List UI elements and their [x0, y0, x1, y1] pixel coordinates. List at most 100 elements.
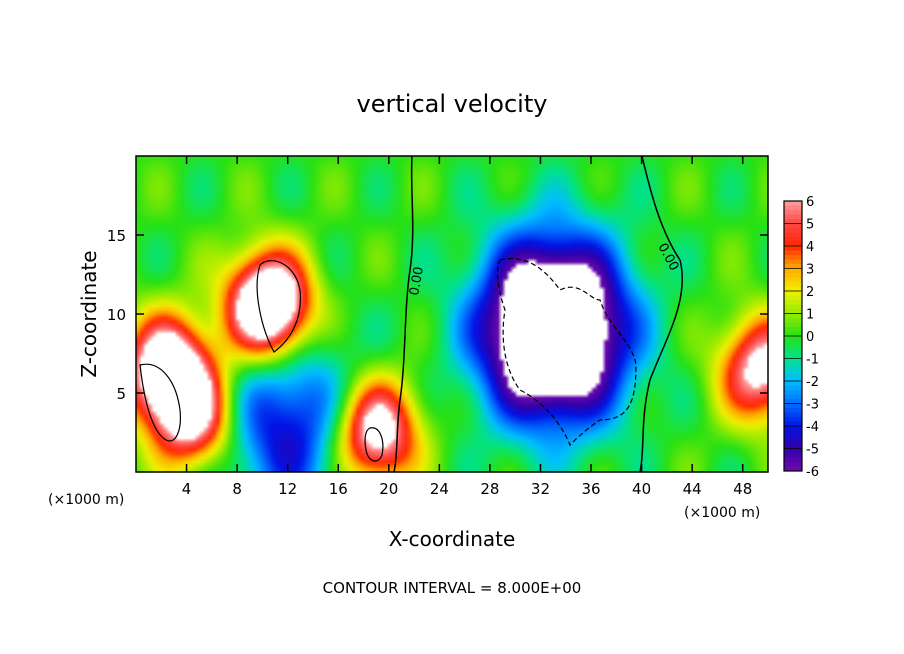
x-tick-label: 16 [329, 480, 348, 498]
colorbar-swatch [784, 282, 802, 287]
colorbar-swatch [784, 358, 802, 364]
colorbar-swatch [784, 237, 802, 242]
colorbar-swatch [784, 354, 802, 359]
colorbar-label: 5 [806, 218, 814, 233]
colorbar: 6 5 4 3 2 1 0 -1 -2 -3 -4 -5 -6 [783, 195, 819, 480]
colorbar-swatch [784, 462, 802, 467]
colorbar-swatch [784, 381, 802, 386]
y-axis: 5 10 15 [107, 227, 768, 403]
colorbar-swatch [784, 453, 802, 458]
colorbar-swatch [784, 232, 802, 238]
colorbar-swatch [784, 205, 802, 211]
x-tick-label: 4 [182, 480, 192, 498]
colorbar-swatch [784, 327, 802, 332]
x-tick-label: 36 [581, 480, 600, 498]
colorbar-label: 3 [806, 263, 814, 278]
chart-title: vertical velocity [357, 90, 548, 118]
y-axis-label: Z-coordinate [77, 250, 101, 377]
colorbar-swatch [784, 300, 802, 305]
colorbar-label: -5 [806, 443, 819, 458]
colorbar-swatch [784, 412, 802, 418]
x-unit-right: (×1000 m) [684, 505, 760, 521]
colorbar-label: 1 [806, 308, 814, 323]
colorbar-swatch [784, 444, 802, 449]
colorbar-swatch [784, 322, 802, 328]
colorbar-label: -6 [806, 465, 819, 480]
colorbar-swatch [784, 349, 802, 355]
contour-updraft [364, 427, 384, 462]
colorbar-swatch [784, 466, 802, 472]
colorbar-swatch [784, 426, 802, 431]
contour-label: 0.00 [407, 266, 427, 297]
colorbar-swatch [784, 259, 802, 265]
colorbar-swatch [784, 448, 802, 454]
colorbar-swatch [784, 421, 802, 427]
colorbar-label: 4 [806, 240, 814, 255]
colorbar-swatch [784, 376, 802, 382]
colorbar-swatch [784, 291, 802, 296]
colorbar-swatch [784, 250, 802, 256]
colorbar-swatch [784, 313, 802, 319]
colorbar-label: -2 [806, 375, 819, 390]
contour-zero-line [393, 156, 414, 472]
colorbar-swatch [784, 430, 802, 436]
colorbar-swatch [784, 241, 802, 247]
y-tick-label: 10 [107, 306, 126, 324]
x-tick-label: 44 [683, 480, 702, 498]
colorbar-swatch [784, 295, 802, 301]
colorbar-label: 2 [806, 285, 814, 300]
x-tick-label: 20 [379, 480, 398, 498]
contour-interval-note: CONTOUR INTERVAL = 8.000E+00 [323, 579, 582, 597]
colorbar-swatch [784, 435, 802, 440]
contour-updraft [256, 260, 302, 353]
colorbar-swatch [784, 340, 802, 346]
colorbar-swatch [784, 385, 802, 391]
colorbar-swatch [784, 394, 802, 400]
colorbar-swatch [784, 309, 802, 314]
colorbar-swatch [784, 372, 802, 377]
colorbar-swatch [784, 219, 802, 224]
x-unit-left: (×1000 m) [48, 492, 124, 508]
colorbar-swatch [784, 214, 802, 220]
contour-downdraft [496, 257, 637, 447]
x-tick-label: 48 [733, 480, 752, 498]
x-tick-label: 40 [632, 480, 651, 498]
colorbar-label: 6 [806, 195, 814, 210]
colorbar-label: -3 [806, 398, 819, 413]
velocity-field [136, 156, 768, 472]
colorbar-swatch [784, 268, 802, 274]
colorbar-swatch [784, 457, 802, 463]
colorbar-swatch [784, 255, 802, 260]
colorbar-label: -1 [806, 353, 819, 368]
colorbar-swatch [784, 273, 802, 278]
colorbar-swatch [784, 399, 802, 404]
colorbar-swatch [784, 345, 802, 350]
colorbar-swatch [784, 223, 802, 229]
colorbar-swatch [784, 318, 802, 323]
x-tick-label: 28 [480, 480, 499, 498]
x-tick-label: 24 [430, 480, 449, 498]
colorbar-swatch [784, 210, 802, 215]
contour-zero-line [639, 156, 684, 472]
colorbar-swatch [784, 363, 802, 368]
colorbar-swatch [784, 277, 802, 283]
colorbar-label: -4 [806, 420, 819, 435]
colorbar-swatch [784, 331, 802, 337]
x-tick-label: 8 [232, 480, 242, 498]
x-tick-label: 32 [531, 480, 550, 498]
colorbar-swatch [784, 228, 802, 233]
x-tick-label: 12 [278, 480, 297, 498]
colorbar-swatch [784, 403, 802, 409]
contour-updraft [139, 363, 181, 442]
colorbar-swatch [784, 417, 802, 422]
x-axis-label: X-coordinate [389, 527, 516, 551]
x-axis: 4 8 12 16 20 24 28 32 36 40 44 48 [182, 156, 752, 498]
colorbar-swatch [784, 264, 802, 269]
colorbar-swatch [784, 336, 802, 341]
colorbar-swatch [784, 201, 802, 206]
colorbar-swatch [784, 304, 802, 310]
colorbar-swatch [784, 439, 802, 445]
y-tick-label: 15 [107, 227, 126, 245]
colorbar-swatch [784, 367, 802, 373]
